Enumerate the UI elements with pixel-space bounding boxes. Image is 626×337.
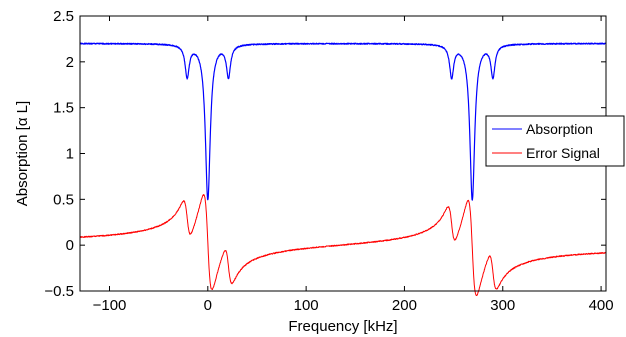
x-tick-label: 400	[589, 297, 614, 314]
y-tick-label: 0	[66, 237, 74, 254]
y-tick-label: 2	[66, 54, 74, 71]
y-tick-label: 1	[66, 146, 74, 163]
x-tick-label: −100	[93, 297, 127, 314]
legend-label-absorption: Absorption	[526, 121, 593, 137]
x-tick-label: 300	[490, 297, 515, 314]
legend: Absorption Error Signal	[485, 115, 625, 167]
ticks-layer: −100 0 100 200 300 400 −0.5 0 0.5 1 1.5 2 2.5	[44, 8, 613, 314]
x-tick-label: 200	[392, 297, 417, 314]
x-tick-label: 0	[204, 297, 212, 314]
y-tick-label: −0.5	[44, 283, 74, 300]
x-axis-label: Frequency [kHz]	[288, 318, 397, 335]
series-line-absorption	[79, 42, 607, 201]
y-tick-label: 1.5	[53, 100, 74, 117]
legend-label-error-signal: Error Signal	[526, 145, 600, 161]
x-tick-label: 100	[294, 297, 319, 314]
y-tick-label: 2.5	[53, 8, 74, 25]
y-axis-label: Absorption [α L]	[14, 101, 31, 206]
legend-box	[485, 115, 625, 167]
series-line-error-signal	[79, 194, 607, 297]
y-tick-label: 0.5	[53, 191, 74, 208]
series-layer	[79, 42, 607, 297]
